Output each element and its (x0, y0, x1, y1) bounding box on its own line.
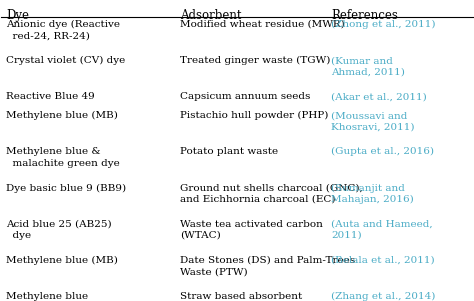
Text: References: References (331, 8, 398, 21)
Text: Methylene blue &
  malachite green dye: Methylene blue & malachite green dye (6, 147, 120, 168)
Text: Methylene blue: Methylene blue (6, 292, 88, 301)
Text: Dye: Dye (6, 8, 29, 21)
Text: Pistachio hull powder (PHP): Pistachio hull powder (PHP) (181, 111, 329, 120)
Text: Acid blue 25 (AB25)
  dye: Acid blue 25 (AB25) dye (6, 219, 112, 240)
Text: (Zhang et al., 2014): (Zhang et al., 2014) (331, 292, 436, 301)
Text: (Moussavi and
Khosravi, 2011): (Moussavi and Khosravi, 2011) (331, 111, 415, 132)
Text: (Belala et al., 2011): (Belala et al., 2011) (331, 256, 435, 265)
Text: (Gupta et al., 2016): (Gupta et al., 2016) (331, 147, 434, 157)
Text: (Auta and Hameed,
2011): (Auta and Hameed, 2011) (331, 219, 433, 240)
Text: Modified wheat residue (MWR): Modified wheat residue (MWR) (181, 20, 345, 29)
Text: Ground nut shells charcoal (GNC),
and Eichhornia charcoal (EC): Ground nut shells charcoal (GNC), and Ei… (181, 183, 363, 204)
Text: Anionic dye (Reactive
  red-24, RR-24): Anionic dye (Reactive red-24, RR-24) (6, 20, 120, 41)
Text: Dye basic blue 9 (BB9): Dye basic blue 9 (BB9) (6, 183, 126, 193)
Text: (Sumanjit and
Mahajan, 2016): (Sumanjit and Mahajan, 2016) (331, 183, 414, 204)
Text: Capsicum annuum seeds: Capsicum annuum seeds (181, 92, 311, 101)
Text: Treated ginger waste (TGW): Treated ginger waste (TGW) (181, 56, 331, 65)
Text: Crystal violet (CV) dye: Crystal violet (CV) dye (6, 56, 125, 65)
Text: Potato plant waste: Potato plant waste (181, 147, 279, 156)
Text: Reactive Blue 49: Reactive Blue 49 (6, 92, 95, 101)
Text: Methylene blue (MB): Methylene blue (MB) (6, 111, 118, 120)
Text: Methylene blue (MB): Methylene blue (MB) (6, 256, 118, 265)
Text: (Kumar and
Ahmad, 2011): (Kumar and Ahmad, 2011) (331, 56, 405, 76)
Text: Adsorbent: Adsorbent (181, 8, 242, 21)
Text: Date Stones (DS) and Palm-Trees
Waste (PTW): Date Stones (DS) and Palm-Trees Waste (P… (181, 256, 356, 276)
Text: (Akar et al., 2011): (Akar et al., 2011) (331, 92, 427, 101)
Text: (Zhong et al., 2011): (Zhong et al., 2011) (331, 20, 436, 29)
Text: Waste tea activated carbon
(WTAC): Waste tea activated carbon (WTAC) (181, 219, 323, 240)
Text: Straw based absorbent: Straw based absorbent (181, 292, 303, 301)
